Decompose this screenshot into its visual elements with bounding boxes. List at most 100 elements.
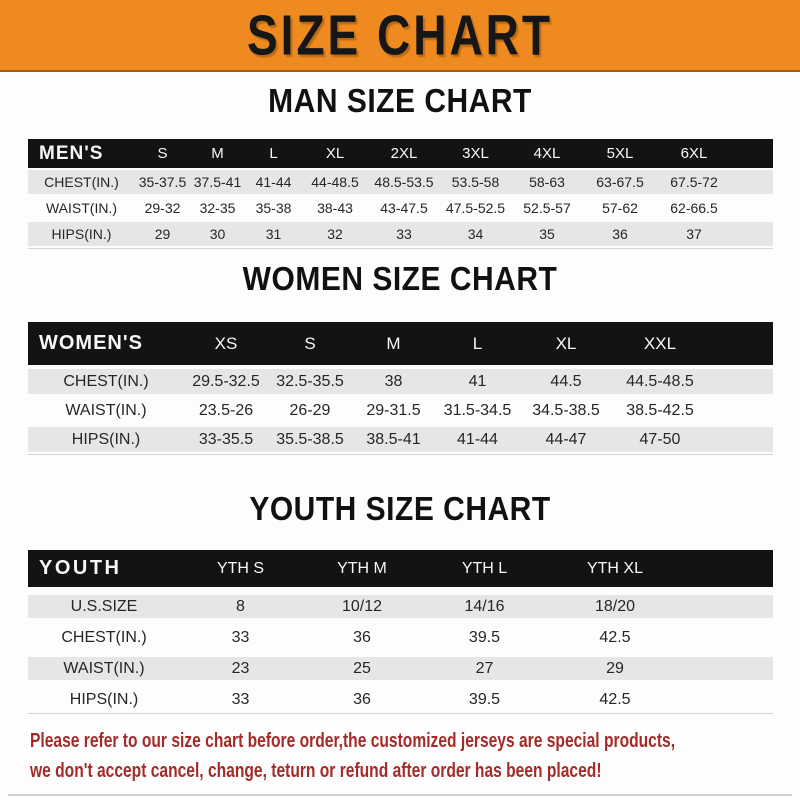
table-row: HIPS(IN.) 33 36 39.5 42.5 xyxy=(28,688,773,711)
data-cell: 44-48.5 xyxy=(311,174,359,190)
table-row: WAIST(IN.) 23.5-26 26-29 29-31.5 31.5-34.5 34… xyxy=(28,398,773,423)
column-header: YTH L xyxy=(461,559,508,577)
data-cell: 48.5-53.5 xyxy=(374,174,434,190)
data-cell: 58-63 xyxy=(529,174,565,190)
spacer-cell xyxy=(708,398,773,423)
column-header: L xyxy=(472,333,483,353)
data-cell: 25 xyxy=(353,659,371,677)
footer-disclaimer-line-2: we don't accept cancel, change, teturn o… xyxy=(30,760,602,782)
spacer-cell xyxy=(731,222,773,246)
data-cell: 36 xyxy=(353,628,371,646)
data-cell: 14/16 xyxy=(464,597,505,615)
column-header: M xyxy=(211,145,224,162)
data-cell: 44.5-48.5 xyxy=(626,372,694,390)
column-header: YTH XL xyxy=(586,559,643,577)
data-cell: 41-44 xyxy=(255,174,292,190)
column-header: YTH M xyxy=(337,559,387,577)
data-cell: 35 xyxy=(539,226,555,242)
data-cell: 42.5 xyxy=(599,690,631,708)
column-header: L xyxy=(269,145,278,162)
data-cell: 33 xyxy=(231,628,250,646)
column-header: S xyxy=(304,333,316,353)
data-cell: 27 xyxy=(475,659,494,677)
data-cell: 63-67.5 xyxy=(596,174,644,190)
footer-disclaimer: Please refer to our size chart before or… xyxy=(30,726,800,786)
spacer-cell xyxy=(684,595,773,618)
table-row: CHEST(IN.) 35-37.5 37.5-41 41-44 44-48.5 48.5… xyxy=(28,170,773,194)
data-cell: 57-62 xyxy=(602,200,638,216)
data-cell: 34 xyxy=(467,226,484,242)
column-header: XS xyxy=(214,333,238,353)
table-header-row: WOMEN'S XS S M L XL XXL xyxy=(28,322,773,365)
spacer-cell xyxy=(684,688,773,711)
data-cell: 37 xyxy=(686,226,702,242)
page-title: SIZE CHART xyxy=(247,3,553,67)
data-cell: 34.5-38.5 xyxy=(532,401,600,419)
data-cell: 53.5-58 xyxy=(451,174,500,190)
data-cell: 67.5-72 xyxy=(670,174,718,190)
data-cell: 8 xyxy=(236,597,245,615)
spacer-cell xyxy=(684,550,773,587)
table-row: HIPS(IN.) 29 30 31 32 33 34 35 36 37 xyxy=(28,222,773,246)
table-corner-label: YOUTH xyxy=(39,557,122,579)
data-cell: 62-66.5 xyxy=(670,200,718,216)
table-row: HIPS(IN.) 33-35.5 35.5-38.5 38.5-41 41-44 44-… xyxy=(28,427,773,452)
row-label: WAIST(IN.) xyxy=(63,659,145,677)
data-cell: 39.5 xyxy=(468,690,501,708)
data-cell: 41-44 xyxy=(457,430,498,448)
table-row: WAIST(IN.) 23 25 27 29 xyxy=(28,657,773,680)
footer-disclaimer-line-1: Please refer to our size chart before or… xyxy=(30,730,676,752)
spacer-cell xyxy=(684,626,773,649)
row-label: WAIST(IN.) xyxy=(45,200,118,216)
data-cell: 33 xyxy=(231,690,250,708)
row-label: HIPS(IN.) xyxy=(71,430,141,448)
data-cell: 18/20 xyxy=(594,597,636,615)
column-header: 3XL xyxy=(462,145,489,162)
column-header: XXL xyxy=(643,333,677,353)
data-cell: 33-35.5 xyxy=(198,430,254,448)
spacer-cell xyxy=(731,170,773,194)
column-header: 6XL xyxy=(680,145,708,162)
column-header: XL xyxy=(325,145,345,162)
data-cell: 37.5-41 xyxy=(193,174,242,190)
data-cell: 35-37.5 xyxy=(138,174,187,190)
data-cell: 31 xyxy=(265,226,282,242)
data-cell: 39.5 xyxy=(468,628,501,646)
data-cell: 42.5 xyxy=(599,628,631,646)
data-cell: 38.5-42.5 xyxy=(626,401,694,419)
data-cell: 35.5-38.5 xyxy=(276,430,344,448)
data-cell: 29-32 xyxy=(144,200,181,216)
data-cell: 29 xyxy=(606,659,624,677)
column-header: YTH S xyxy=(216,559,265,577)
data-cell: 32.5-35.5 xyxy=(276,372,344,390)
column-header: 4XL xyxy=(533,145,561,162)
data-cell: 38.5-41 xyxy=(366,430,421,448)
row-label: WAIST(IN.) xyxy=(65,401,147,419)
column-header: 2XL xyxy=(390,145,418,162)
data-cell: 47.5-52.5 xyxy=(445,200,506,216)
data-cell: 43-47.5 xyxy=(380,200,428,216)
youth-section-heading: YOUTH SIZE CHART xyxy=(249,491,551,528)
bottom-divider xyxy=(8,794,792,796)
column-header: XL xyxy=(555,333,577,353)
data-cell: 29-31.5 xyxy=(366,401,421,419)
spacer-cell xyxy=(731,139,773,168)
table-header-row: YOUTH YTH S YTH M YTH L YTH XL xyxy=(28,550,773,587)
data-cell: 31.5-34.5 xyxy=(443,401,512,419)
table-row: U.S.SIZE 8 10/12 14/16 18/20 xyxy=(28,595,773,618)
data-cell: 44.5 xyxy=(550,372,582,390)
row-label: U.S.SIZE xyxy=(70,597,138,615)
row-label: HIPS(IN.) xyxy=(69,690,139,708)
table-row: CHEST(IN.) 29.5-32.5 32.5-35.5 38 41 44.5 44.5… xyxy=(28,369,773,394)
data-cell: 47-50 xyxy=(639,430,681,448)
column-header: S xyxy=(157,145,168,162)
spacer-cell xyxy=(731,196,773,220)
data-cell: 36 xyxy=(353,690,371,708)
row-label: CHEST(IN.) xyxy=(44,174,119,190)
column-header: 5XL xyxy=(606,145,634,162)
data-cell: 23 xyxy=(231,659,250,677)
data-cell: 29.5-32.5 xyxy=(192,372,260,390)
size-chart-banner: SIZE CHART xyxy=(0,0,800,72)
women-size-table: WOMEN'S XS S M L XL XXL CHEST(IN.) 29.5-32.5 32.5… xyxy=(28,322,773,455)
data-cell: 33 xyxy=(396,226,412,242)
